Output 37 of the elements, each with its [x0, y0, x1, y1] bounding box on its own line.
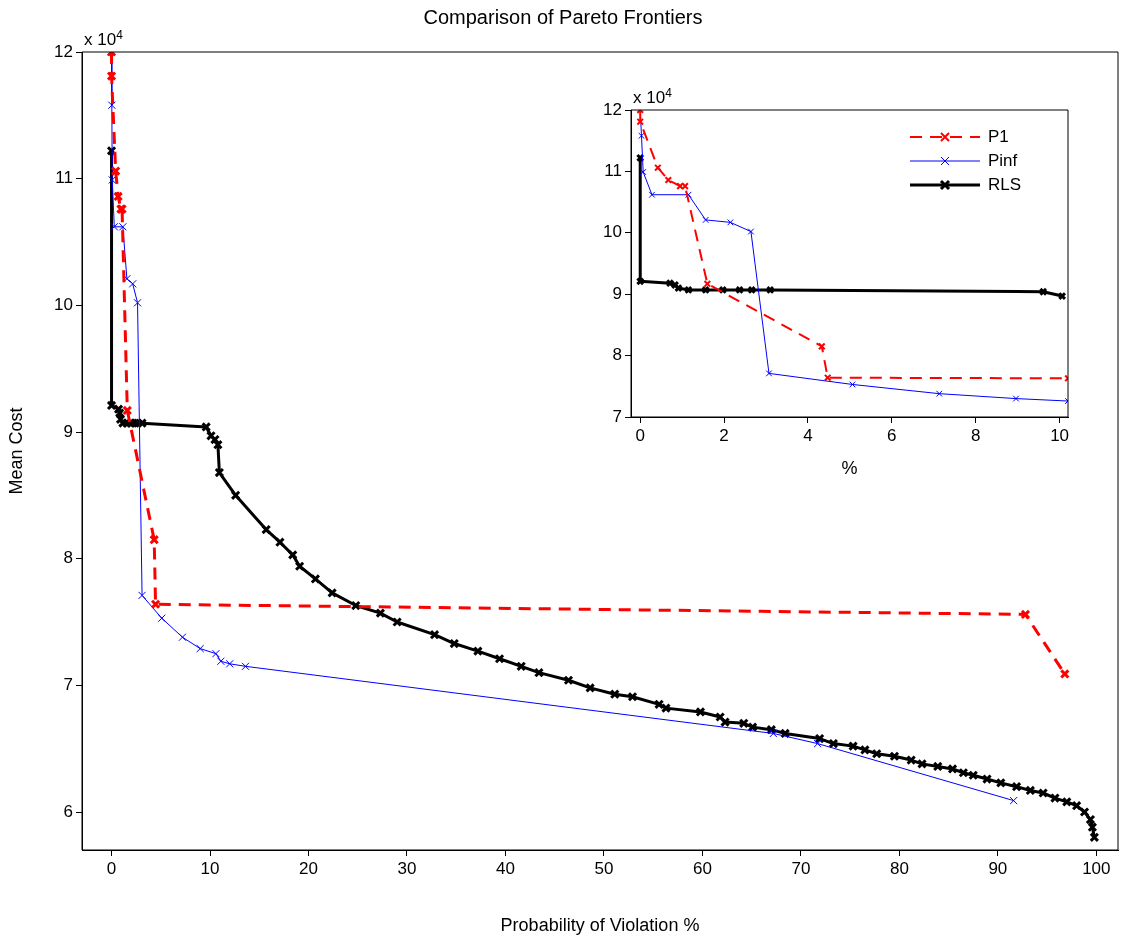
y-tick-label: 12 — [54, 41, 73, 61]
y-tick-label: 8 — [612, 345, 622, 365]
y-tick-label: 6 — [63, 801, 73, 821]
x-tick-label: 60 — [692, 858, 712, 878]
y-tick-label: 10 — [603, 222, 622, 242]
legend-label: P1 — [988, 126, 1009, 146]
y-tick-label: 11 — [604, 161, 622, 181]
y-tick-label: 7 — [63, 675, 73, 695]
x-axis-title: % — [841, 458, 858, 479]
x-tick-label: 2 — [719, 425, 729, 445]
x-axis-title: Probability of Violation % — [500, 915, 700, 936]
x-tick-label: 50 — [594, 858, 614, 878]
legend-label: RLS — [988, 174, 1022, 194]
x-tick-label: 10 — [200, 858, 220, 878]
x-tick-label: 40 — [496, 858, 515, 878]
x-tick-label: 90 — [988, 858, 1008, 878]
y-tick-label: 10 — [54, 295, 73, 315]
y-tick-label: 8 — [63, 548, 73, 568]
x-tick-label: 6 — [887, 425, 897, 445]
x-tick-label: 20 — [299, 858, 318, 878]
legend-label: Pinf — [988, 150, 1018, 170]
y-tick-label: 12 — [603, 99, 622, 119]
x-tick-label: 30 — [397, 858, 417, 878]
chart-title: Comparison of Pareto Frontiers — [423, 5, 703, 28]
x-tick-label: 80 — [889, 858, 909, 878]
y-tick-label: 11 — [55, 168, 73, 188]
x-tick-label: 8 — [971, 425, 981, 445]
x-tick-label: 0 — [635, 425, 645, 445]
x-tick-label: 4 — [803, 425, 813, 445]
x-tick-label: 0 — [106, 858, 117, 878]
x-tick-label: 10 — [1050, 425, 1070, 445]
y-tick-label: 9 — [63, 421, 73, 441]
x-tick-label: 100 — [1082, 858, 1111, 878]
y-axis-title: Mean Cost — [5, 407, 26, 495]
y-tick-label: 7 — [612, 406, 622, 426]
x-tick-label: 70 — [791, 858, 811, 878]
y-tick-label: 9 — [612, 283, 622, 303]
